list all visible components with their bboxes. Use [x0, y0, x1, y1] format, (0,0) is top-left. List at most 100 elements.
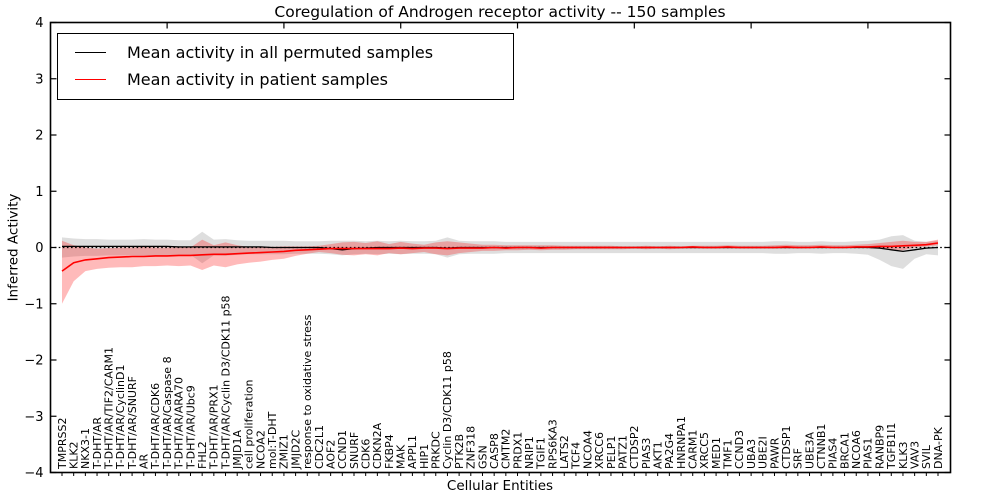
x-tick-label: ZMIZ1 — [278, 434, 291, 469]
x-tick-label: SNURF — [348, 432, 361, 469]
x-tick-label: TCF4 — [570, 442, 583, 470]
x-tick-label: TMF1 — [722, 439, 735, 470]
x-tick-label: cell proliferation — [243, 379, 256, 469]
x-tick-label: FKBP4 — [383, 434, 396, 469]
x-tick-label: UBE2I — [757, 436, 770, 469]
x-tick-label: CCND1 — [336, 430, 349, 469]
permuted-confidence-band — [62, 231, 938, 269]
x-tick-label: PRDX1 — [511, 432, 524, 469]
legend-label-permuted: Mean activity in all permuted samples — [127, 43, 434, 62]
x-tick-label: MAK — [395, 444, 408, 469]
x-tick-label: PATZ1 — [616, 435, 629, 469]
x-tick-label: PIAS4 — [827, 438, 840, 469]
x-tick-label: ZNF318 — [465, 426, 478, 469]
x-tick-label: CDK6 — [359, 439, 372, 469]
x-tick-label: T-DHT/AR/Ubc9 — [184, 385, 197, 470]
x-tick-label: TGFB1I1 — [885, 423, 898, 470]
x-axis-label: Cellular Entities — [446, 478, 554, 494]
x-tick-label: PTK2B — [453, 434, 466, 469]
x-tick-label: NKX3-1 — [79, 428, 92, 469]
x-tick-label: XRCC6 — [593, 432, 606, 469]
x-tick-label: mol:T-DHT — [266, 411, 279, 469]
y-tick-label: 2 — [35, 129, 43, 144]
x-tick-label: Cyclin D3/CDK11 p58 — [441, 351, 454, 469]
x-tick-label: BRCA1 — [838, 432, 851, 469]
x-tick-label: AOF2 — [324, 440, 337, 469]
x-tick-label: SVIL — [920, 444, 933, 469]
x-tick-label: CTDSP2 — [628, 426, 641, 469]
y-tick-label: 4 — [35, 16, 43, 31]
legend-item-permuted: Mean activity in all permuted samples — [58, 39, 513, 66]
x-tick-label: JMJD1A — [231, 430, 244, 470]
x-tick-label: SRF — [792, 448, 805, 469]
x-tick-label: T-DHT/AR/TIF2/CARM1 — [103, 347, 116, 470]
y-tick-label: −1 — [24, 297, 43, 312]
x-tick-label: UBA3 — [745, 439, 758, 469]
y-tick-label: −3 — [24, 410, 43, 425]
x-tick-label: T-DHT/AR — [91, 417, 104, 470]
x-tick-label: LATS2 — [558, 435, 571, 469]
x-tick-label: CDC2L1 — [313, 425, 326, 469]
x-tick-label: T-DHT/AR/PRX1 — [208, 384, 221, 470]
plot-frame — [49, 21, 952, 474]
x-tick-label: JMJD2C — [289, 430, 302, 470]
x-tick-label: CASP8 — [488, 433, 501, 469]
x-tick-label: CARM1 — [687, 430, 700, 469]
x-tick-label: PRKDC — [430, 431, 443, 469]
x-tick-label: T-DHT/AR/CyclinD1 — [114, 364, 127, 470]
x-tick-label: TMPRSS2 — [56, 418, 69, 470]
y-tick-label: 1 — [35, 185, 43, 200]
x-tick-label: T-DHT/AR/ARA70 — [173, 377, 186, 470]
x-tick-label: PA2G4 — [663, 433, 676, 469]
legend-label-patient: Mean activity in patient samples — [127, 70, 388, 89]
x-tick-label: UBE3A — [803, 431, 816, 469]
x-tick-label: HNRNPA1 — [675, 416, 688, 469]
legend-item-patient: Mean activity in patient samples — [58, 66, 513, 93]
x-tick-label: T-DHT/AR/Caspase 8 — [161, 356, 174, 470]
x-tick-label: PELP1 — [605, 436, 618, 469]
x-tick-label: CDKN2A — [371, 422, 384, 469]
x-tick-label: T-DHT/AR/CDK6 — [149, 383, 162, 470]
x-tick-label: T-DHT/AR/SNURF — [126, 376, 139, 470]
y-tick-label: 0 — [35, 241, 43, 256]
x-tick-label: T-DHT/AR/Cyclin D3/CDK11 p58 — [219, 295, 232, 470]
x-tick-label: PAWR — [768, 437, 781, 469]
x-tick-label: TGIF1 — [535, 437, 548, 470]
x-tick-label: GSN — [476, 445, 489, 469]
x-tick-label: PIAS1 — [862, 438, 875, 469]
legend: Mean activity in all permuted samples Me… — [57, 33, 514, 100]
x-tick-label: DNA-PK — [932, 426, 945, 469]
black-line-icon — [75, 52, 106, 53]
x-tick-label: VAV3 — [908, 441, 921, 469]
x-tick-label: NCOA4 — [581, 430, 594, 469]
patient-confidence-band — [62, 239, 938, 304]
red-line-icon — [75, 79, 106, 80]
x-tick-label: CTNNB1 — [815, 424, 828, 469]
x-tick-label: KLK3 — [897, 441, 910, 469]
y-tick-label: −4 — [24, 466, 43, 481]
x-tick-label: PIAS3 — [640, 438, 653, 469]
x-tick-label: KLK2 — [67, 441, 80, 469]
x-tick-label: APPL1 — [406, 435, 419, 469]
x-tick-label: NCOA2 — [254, 430, 267, 469]
y-tick-label: 3 — [35, 72, 43, 87]
x-tick-label: AR — [138, 453, 151, 469]
x-tick-label: XRCC5 — [698, 432, 711, 469]
x-tick-label: CMTM2 — [500, 429, 513, 469]
x-tick-label: response to oxidative stress — [301, 314, 314, 469]
patient-mean-line — [61, 242, 939, 272]
x-tick-label: AKT1 — [651, 441, 664, 469]
x-tick-label: FHL2 — [196, 441, 209, 469]
x-tick-label: RPS6KA3 — [546, 419, 559, 469]
x-tick-label: HIP1 — [418, 444, 431, 469]
x-tick-label: MED1 — [710, 437, 723, 469]
chart-title: Coregulation of Androgen receptor activi… — [274, 3, 726, 21]
x-tick-label: NCOA6 — [850, 430, 863, 469]
x-tick-label: NRIP1 — [523, 436, 536, 469]
y-tick-label: −2 — [24, 354, 43, 369]
x-tick-label: RANBP9 — [873, 425, 886, 469]
x-tick-label: CTDSP1 — [780, 426, 793, 469]
x-tick-label: CCND3 — [733, 430, 746, 469]
